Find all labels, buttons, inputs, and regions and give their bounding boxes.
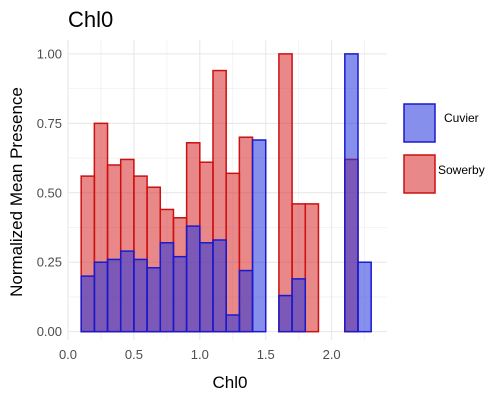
x-tick-labels: 0.0 0.5 1.0 1.5 2.0: [59, 347, 341, 362]
y-tick-labels: 0.00 0.25 0.50 0.75 1.00: [37, 46, 62, 339]
bar-cuvier: [121, 251, 134, 332]
legend: Cuvier Sowerby: [404, 104, 485, 193]
bar-cuvier: [81, 276, 94, 332]
y-tick-label: 0.00: [37, 324, 62, 339]
y-axis-title: Normalized Mean Presence: [7, 87, 26, 297]
bar-cuvier: [226, 315, 239, 332]
bar-sowerby: [305, 204, 318, 332]
x-tick-label: 2.0: [323, 347, 341, 362]
bar-cuvier: [187, 226, 200, 332]
bar-cuvier: [253, 140, 266, 332]
y-tick-label: 0.50: [37, 185, 62, 200]
bar-cuvier: [108, 259, 121, 331]
x-axis-title: Chl0: [213, 373, 248, 392]
bar-cuvier: [292, 279, 305, 332]
legend-label-sowerby: Sowerby: [438, 163, 485, 177]
bar-cuvier: [200, 243, 213, 332]
x-tick-label: 0.5: [125, 347, 143, 362]
bar-cuvier: [239, 271, 252, 332]
bar-sowerby: [226, 173, 239, 331]
bar-cuvier: [173, 257, 186, 332]
y-tick-label: 1.00: [37, 46, 62, 61]
legend-swatch-cuvier: [404, 104, 435, 142]
x-tick-label: 0.0: [59, 347, 77, 362]
x-tick-label: 1.0: [191, 347, 209, 362]
legend-swatch-sowerby: [404, 155, 435, 193]
bar-cuvier: [358, 262, 371, 331]
bar-sowerby: [279, 54, 292, 332]
y-tick-label: 0.25: [37, 255, 62, 270]
legend-label-cuvier: Cuvier: [444, 111, 479, 125]
bar-cuvier: [94, 262, 107, 331]
bar-cuvier: [213, 240, 226, 332]
chart-title: Chl0: [68, 7, 113, 32]
bar-cuvier: [160, 243, 173, 332]
bar-cuvier: [279, 296, 292, 332]
y-tick-label: 0.75: [37, 116, 62, 131]
x-tick-label: 1.5: [257, 347, 275, 362]
bar-cuvier: [147, 268, 160, 332]
bar-cuvier: [134, 259, 147, 331]
bar-cuvier: [345, 54, 358, 332]
